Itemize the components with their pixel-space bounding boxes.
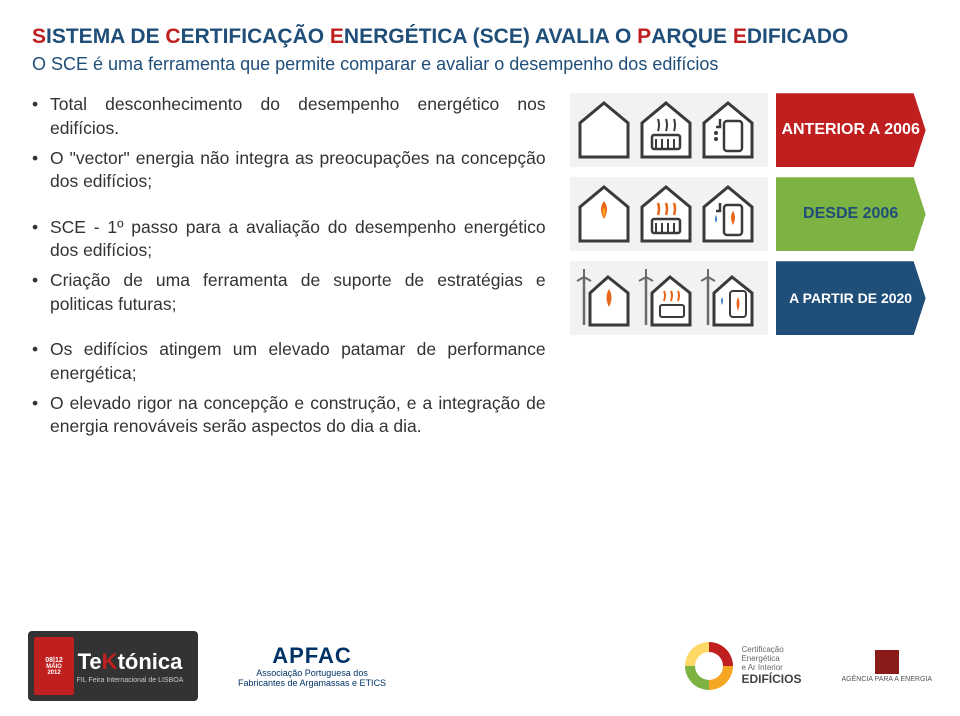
- page-title: SISTEMA DE CERTIFICAÇÃO ENERGÉTICA (SCE)…: [32, 24, 928, 50]
- house-envelope-turbine-icon: [576, 267, 632, 329]
- title-part: E: [324, 25, 344, 48]
- text-block-3: Os edifícios atingem um elevado patamar …: [32, 338, 546, 439]
- title-part: S: [32, 25, 46, 48]
- period-label-before: ANTERIOR A 2006: [776, 93, 926, 167]
- subtitle: O SCE é uma ferramenta que permite compa…: [32, 54, 928, 75]
- period-label-future: A PARTIR DE 2020: [776, 261, 926, 335]
- house-water-turbine-icon: [700, 267, 756, 329]
- house-heat-turbine-icon: [638, 267, 694, 329]
- tektonica-logo: 08|12MAIO2012 TeKtónica FIL Feira Intern…: [28, 631, 198, 701]
- house-group: [570, 177, 768, 251]
- bullet-item: O elevado rigor na concepção e construçã…: [32, 392, 546, 439]
- title-part: DIFICADO: [747, 25, 849, 48]
- title-part: C: [160, 25, 181, 48]
- graphic-row-1: ANTERIOR A 2006: [570, 93, 928, 167]
- graphic-row-2: DESDE 2006: [570, 177, 928, 251]
- title-part: E: [727, 25, 747, 48]
- bullet-item: Total desconhecimento do desempenho ener…: [32, 93, 546, 140]
- title-part: NERGÉTICA: [344, 25, 467, 48]
- house-envelope-icon: [576, 183, 632, 245]
- title-part: VALIA O: [549, 25, 632, 48]
- graphic-row-3: A PARTIR DE 2020: [570, 261, 928, 335]
- bullet-item: Os edifícios atingem um elevado patamar …: [32, 338, 546, 385]
- text-block-2: SCE - 1º passo para a avaliação do desem…: [32, 216, 546, 317]
- certification-logo: Certificação Energética e Ar Interior ED…: [685, 642, 801, 690]
- title-part: ERTIFICAÇÃO: [181, 25, 325, 48]
- text-block-1: Total desconhecimento do desempenho ener…: [32, 93, 546, 194]
- house-group: [570, 93, 768, 167]
- bullet-item: SCE - 1º passo para a avaliação do desem…: [32, 216, 546, 263]
- house-heat-icon: [638, 99, 694, 161]
- house-water-icon: [700, 99, 756, 161]
- house-envelope-icon: [576, 99, 632, 161]
- adene-logo: AGÊNCIA PARA A ENERGIA: [841, 650, 932, 683]
- title-part: (SCE) A: [467, 25, 549, 48]
- title-part: ISTEMA DE: [46, 25, 160, 48]
- title-part: P: [631, 25, 651, 48]
- bullet-item: Criação de uma ferramenta de suporte de …: [32, 269, 546, 316]
- period-label-since: DESDE 2006: [776, 177, 926, 251]
- house-group: [570, 261, 768, 335]
- footer-logos: 08|12MAIO2012 TeKtónica FIL Feira Intern…: [0, 616, 960, 716]
- title-part: ARQUE: [651, 25, 727, 48]
- graphic-column: ANTERIOR A 2006 DESDE 2006: [570, 93, 928, 461]
- house-heat-icon: [638, 183, 694, 245]
- text-column: Total desconhecimento do desempenho ener…: [32, 93, 570, 461]
- bullet-item: O "vector" energia não integra as preocu…: [32, 147, 546, 194]
- house-water-icon: [700, 183, 756, 245]
- apfac-logo: APFAC Associação Portuguesa dos Fabrican…: [238, 643, 386, 689]
